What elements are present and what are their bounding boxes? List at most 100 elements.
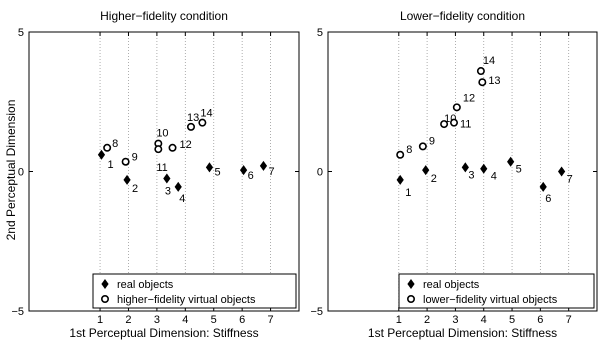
x-tick-label: 4 — [481, 314, 487, 326]
point-label: 13 — [187, 112, 199, 124]
virtual-object-point — [103, 143, 112, 152]
point-label: 14 — [200, 108, 212, 120]
real-object-point — [461, 162, 469, 173]
y-tick-label: −5 — [310, 306, 323, 318]
virtual-object-point — [187, 122, 196, 131]
x-tick-label: 6 — [239, 314, 245, 326]
real-object-point — [205, 162, 214, 173]
legend-box — [92, 273, 297, 309]
point-label: 6 — [248, 170, 254, 182]
virtual-object-point — [450, 118, 459, 127]
point-label: 11 — [156, 162, 167, 174]
real-object-point — [422, 165, 430, 176]
point-label: 8 — [406, 144, 412, 156]
x-tick-label: 1 — [396, 314, 402, 326]
point-label: 5 — [214, 166, 220, 178]
x-tick-label: 6 — [537, 314, 543, 326]
x-axis-label: 1st Perceptual Dimension: Stiffness — [69, 326, 258, 340]
x-tick-label: 7 — [566, 314, 572, 326]
virtual-object-point — [198, 118, 207, 127]
point-label: 12 — [463, 92, 475, 104]
series-1: 1 2 34 5 6 7 — [97, 149, 275, 205]
y-tick-label: 5 — [18, 27, 24, 39]
point-label: 14 — [483, 55, 495, 67]
real-object-point — [259, 160, 268, 171]
virtual-object-point — [418, 142, 427, 151]
point-label: 9 — [429, 135, 435, 147]
real-object-point — [163, 173, 171, 184]
real-object-point — [539, 181, 547, 192]
legend-entry: lower−fidelity virtual objects — [423, 294, 558, 306]
point-label: 3 — [165, 185, 171, 197]
legend-entry: higher−fidelity virtual objects — [117, 294, 256, 306]
legend-entry: real objects — [423, 279, 480, 291]
x-tick-label: 2 — [424, 314, 430, 326]
legend-marker — [406, 294, 415, 303]
point-label: 5 — [516, 164, 522, 176]
real-object-point — [123, 174, 131, 185]
point-label: 13 — [488, 75, 500, 87]
x-tick-label: 1 — [97, 314, 103, 326]
point-label: 7 — [268, 166, 274, 178]
point-label: 1 — [107, 159, 113, 171]
point-label: 2 — [132, 183, 138, 195]
x-tick-label: 4 — [182, 314, 188, 326]
virtual-object-point — [440, 120, 449, 129]
legend-marker — [101, 294, 110, 303]
point-label: 3 — [468, 169, 474, 181]
point-label: 11 — [460, 119, 471, 131]
y-tick-label: 0 — [317, 167, 323, 179]
x-tick-label: 2 — [125, 314, 131, 326]
virtual-object-point — [478, 78, 487, 87]
x-axis-label: 1st Perceptual Dimension: Stiffness — [368, 326, 557, 340]
point-label: 4 — [179, 193, 185, 205]
real-object-point — [174, 181, 182, 192]
legend-marker — [407, 278, 415, 290]
real-object-point — [507, 156, 515, 167]
point-label: 6 — [545, 193, 551, 205]
y-tick-label: −5 — [11, 306, 24, 318]
virtual-object-point — [168, 143, 177, 152]
x-tick-label: 3 — [154, 314, 160, 326]
x-tick-label: 3 — [452, 314, 458, 326]
legend: real objects higher−fidelity virtual obje… — [92, 273, 297, 309]
chart-title: Lower−fidelity condition — [400, 9, 525, 23]
point-label: 2 — [431, 173, 437, 185]
real-object-point — [557, 166, 566, 177]
legend: real objects lower−fidelity virtual objec… — [398, 273, 595, 309]
y-tick-label: 0 — [18, 167, 24, 179]
x-tick-label: 7 — [268, 314, 274, 326]
series-1: 1 2 3 4 5 6 7 — [396, 156, 573, 205]
virtual-object-point — [154, 145, 163, 154]
point-label: 1 — [405, 187, 411, 199]
point-label: 10 — [156, 128, 168, 140]
virtual-object-point — [452, 103, 461, 112]
plot-frame — [327, 31, 598, 312]
real-object-point — [97, 149, 106, 160]
y-tick-label: 5 — [317, 27, 323, 39]
point-label: 9 — [132, 152, 138, 164]
real-object-point — [480, 163, 488, 174]
virtual-object-point — [476, 67, 485, 76]
chart-title: Higher−fidelity condition — [100, 9, 228, 23]
point-label: 8 — [112, 138, 118, 150]
point-label: 7 — [567, 174, 573, 186]
legend-entry: real objects — [117, 279, 174, 291]
point-label: 4 — [491, 171, 497, 183]
legend-marker — [101, 278, 109, 290]
real-object-point — [239, 165, 248, 176]
point-label: 12 — [180, 139, 192, 151]
shared-y-axis-label: 2nd Perceptual Dimension — [4, 100, 18, 241]
legend-box — [398, 273, 595, 309]
virtual-object-point — [121, 157, 130, 166]
virtual-object-point — [396, 150, 405, 159]
x-tick-label: 5 — [211, 314, 217, 326]
x-tick-label: 5 — [509, 314, 515, 326]
real-object-point — [396, 174, 404, 185]
